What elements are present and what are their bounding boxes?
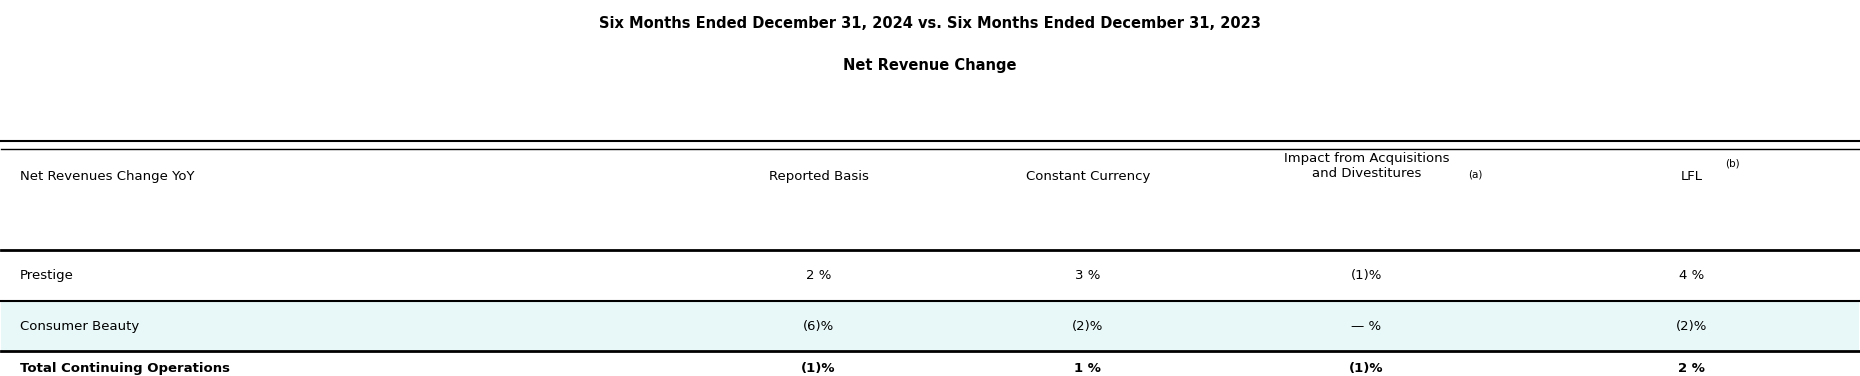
Text: (2)%: (2)% bbox=[1071, 320, 1103, 333]
Text: Six Months Ended December 31, 2024 vs. Six Months Ended December 31, 2023: Six Months Ended December 31, 2024 vs. S… bbox=[599, 16, 1261, 31]
Text: Net Revenues Change YoY: Net Revenues Change YoY bbox=[20, 170, 195, 183]
Text: 3 %: 3 % bbox=[1075, 269, 1101, 282]
FancyBboxPatch shape bbox=[2, 301, 1858, 351]
Text: Reported Basis: Reported Basis bbox=[768, 170, 869, 183]
Text: LFL: LFL bbox=[1680, 170, 1702, 183]
Text: 4 %: 4 % bbox=[1680, 269, 1704, 282]
Text: Total Continuing Operations: Total Continuing Operations bbox=[20, 362, 231, 375]
Text: 2 %: 2 % bbox=[1678, 362, 1706, 375]
Text: (6)%: (6)% bbox=[804, 320, 833, 333]
Text: (b): (b) bbox=[1724, 159, 1739, 168]
Text: (2)%: (2)% bbox=[1676, 320, 1707, 333]
Text: 1 %: 1 % bbox=[1075, 362, 1101, 375]
Text: 2 %: 2 % bbox=[805, 269, 831, 282]
Text: Constant Currency: Constant Currency bbox=[1025, 170, 1149, 183]
Text: (1)%: (1)% bbox=[1350, 269, 1382, 282]
Text: Impact from Acquisitions
and Divestitures: Impact from Acquisitions and Divestiture… bbox=[1283, 152, 1449, 179]
Text: Consumer Beauty: Consumer Beauty bbox=[20, 320, 140, 333]
Text: — %: — % bbox=[1352, 320, 1382, 333]
Text: Net Revenue Change: Net Revenue Change bbox=[843, 58, 1017, 73]
Text: (1)%: (1)% bbox=[802, 362, 835, 375]
Text: (1)%: (1)% bbox=[1348, 362, 1384, 375]
Text: Prestige: Prestige bbox=[20, 269, 74, 282]
Text: (a): (a) bbox=[1469, 170, 1482, 179]
